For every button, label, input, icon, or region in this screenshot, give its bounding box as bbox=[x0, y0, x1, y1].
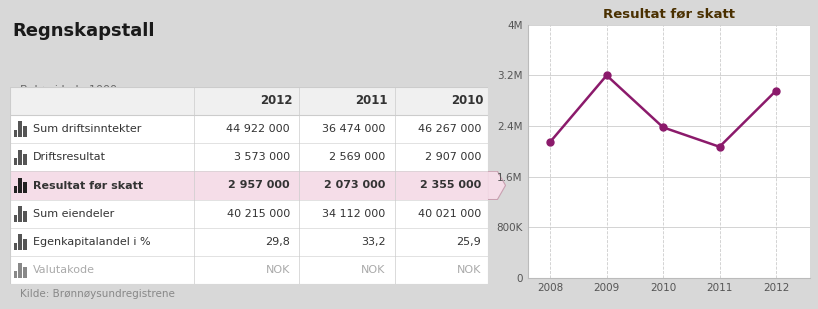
Text: 2 569 000: 2 569 000 bbox=[329, 152, 385, 162]
Text: Sum driftsinntekter: Sum driftsinntekter bbox=[33, 124, 142, 134]
Text: Beløp i hele 1000: Beløp i hele 1000 bbox=[20, 85, 118, 95]
Text: Driftsresultat: Driftsresultat bbox=[33, 152, 106, 162]
Text: 2011: 2011 bbox=[355, 94, 388, 107]
Text: 40 021 000: 40 021 000 bbox=[418, 209, 481, 219]
Bar bbox=[14, 271, 17, 278]
Text: Valutakode: Valutakode bbox=[33, 265, 95, 275]
Bar bbox=[19, 234, 22, 250]
Text: 29,8: 29,8 bbox=[265, 237, 290, 247]
Bar bbox=[10, 87, 488, 115]
Text: Regnskapstall: Regnskapstall bbox=[12, 22, 155, 40]
Text: 25,9: 25,9 bbox=[456, 237, 481, 247]
Text: Sum eiendeler: Sum eiendeler bbox=[33, 209, 114, 219]
Bar bbox=[23, 211, 26, 222]
Bar bbox=[14, 243, 17, 250]
Text: 2 907 000: 2 907 000 bbox=[425, 152, 481, 162]
Text: 33,2: 33,2 bbox=[361, 237, 385, 247]
Bar bbox=[19, 263, 22, 278]
Bar bbox=[14, 214, 17, 222]
Bar bbox=[19, 178, 22, 193]
Bar bbox=[10, 256, 488, 284]
Bar bbox=[14, 186, 17, 193]
Text: Egenkapitalandel i %: Egenkapitalandel i % bbox=[33, 237, 151, 247]
Text: Kilde: Brønnøysundregistrene: Kilde: Brønnøysundregistrene bbox=[20, 289, 175, 299]
Text: 40 215 000: 40 215 000 bbox=[227, 209, 290, 219]
Bar bbox=[10, 171, 488, 200]
Text: 2 957 000: 2 957 000 bbox=[228, 180, 290, 190]
Bar bbox=[23, 182, 26, 193]
Bar bbox=[14, 130, 17, 137]
Bar bbox=[10, 115, 488, 143]
Text: 3 573 000: 3 573 000 bbox=[234, 152, 290, 162]
Bar bbox=[19, 121, 22, 137]
Bar bbox=[23, 126, 26, 137]
Text: 34 112 000: 34 112 000 bbox=[322, 209, 385, 219]
Bar bbox=[23, 154, 26, 165]
Text: 2 355 000: 2 355 000 bbox=[420, 180, 481, 190]
Text: 2 073 000: 2 073 000 bbox=[324, 180, 385, 190]
Text: NOK: NOK bbox=[361, 265, 385, 275]
Text: 2010: 2010 bbox=[451, 94, 483, 107]
Polygon shape bbox=[488, 171, 506, 200]
Text: 36 474 000: 36 474 000 bbox=[322, 124, 385, 134]
Text: Resultat før skatt: Resultat før skatt bbox=[33, 180, 143, 190]
Bar bbox=[10, 228, 488, 256]
Text: 2012: 2012 bbox=[259, 94, 292, 107]
Title: Resultat før skatt: Resultat før skatt bbox=[603, 8, 735, 21]
Text: 44 922 000: 44 922 000 bbox=[226, 124, 290, 134]
Text: 46 267 000: 46 267 000 bbox=[418, 124, 481, 134]
Bar bbox=[10, 200, 488, 228]
Text: NOK: NOK bbox=[265, 265, 290, 275]
Text: NOK: NOK bbox=[456, 265, 481, 275]
Bar bbox=[23, 239, 26, 250]
Bar bbox=[19, 150, 22, 165]
Bar bbox=[10, 143, 488, 171]
Bar bbox=[23, 267, 26, 278]
Bar bbox=[19, 206, 22, 222]
Bar bbox=[14, 158, 17, 165]
